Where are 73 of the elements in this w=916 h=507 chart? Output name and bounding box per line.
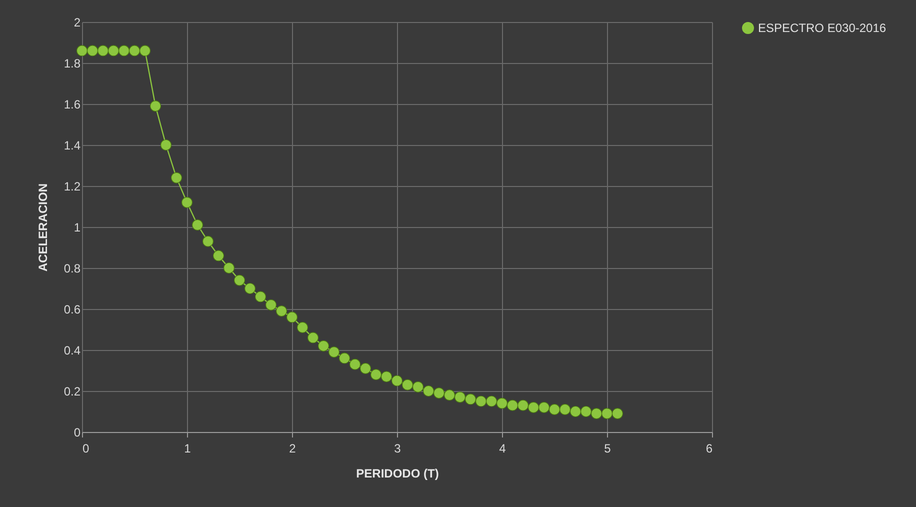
point [181, 196, 193, 208]
x-tick-label: 0 [82, 442, 90, 456]
point [276, 306, 288, 317]
point [307, 332, 319, 344]
point [139, 45, 151, 56]
point [192, 219, 204, 230]
y-tick-label: 0 [74, 426, 81, 440]
point [548, 404, 560, 415]
point [496, 398, 508, 409]
point [391, 375, 403, 386]
point [433, 388, 445, 399]
x-tick-label: 1 [184, 442, 192, 456]
point [86, 45, 98, 56]
x-tick-label: 3 [394, 442, 402, 456]
point [202, 236, 214, 247]
point [234, 274, 246, 286]
point [370, 369, 382, 380]
point [254, 291, 266, 302]
point [212, 250, 224, 262]
point [580, 406, 592, 418]
point [360, 362, 372, 374]
point [244, 282, 256, 294]
y-tick-label: 1.4 [64, 138, 81, 152]
point [170, 172, 182, 184]
legend-label: ESPECTRO E030-2016 [758, 21, 886, 35]
y-tick-label: 0.6 [64, 302, 81, 316]
point [150, 100, 162, 112]
y-tick-label: 1.8 [64, 56, 81, 70]
x-tick-label: 2 [289, 442, 296, 456]
point [506, 400, 518, 411]
point [486, 396, 498, 407]
point [612, 408, 624, 420]
point [349, 358, 361, 370]
point [380, 371, 392, 382]
x-tick-label: 5 [604, 442, 612, 456]
point [160, 139, 172, 151]
point [296, 322, 308, 333]
point [286, 312, 298, 323]
point [570, 406, 582, 418]
point [118, 45, 130, 56]
y-tick-label: 1 [74, 220, 81, 234]
point [528, 402, 540, 413]
y-tick-label: 0.4 [64, 344, 81, 358]
point [76, 45, 88, 56]
point [464, 394, 476, 405]
x-axis-title: PERIDODO (T) [356, 466, 439, 480]
y-axis-title: ACELERACION [36, 183, 50, 272]
point [128, 45, 140, 56]
y-tick-label: 2 [74, 16, 81, 30]
point [454, 392, 466, 403]
point [338, 352, 350, 364]
point [108, 45, 120, 56]
point [265, 299, 277, 310]
point [444, 390, 456, 401]
point [601, 408, 613, 420]
y-tick-label: 1.6 [64, 98, 81, 112]
point [318, 340, 330, 352]
point [590, 408, 602, 420]
point [223, 262, 235, 274]
point [475, 396, 487, 407]
point [559, 404, 571, 415]
point [328, 346, 340, 358]
point [538, 402, 550, 413]
point [517, 400, 529, 411]
y-tick-label: 0.2 [64, 384, 81, 398]
x-tick-label: 4 [499, 442, 506, 456]
y-tick-label: 1.2 [64, 180, 81, 194]
point [97, 45, 109, 56]
y-tick-label: 0.8 [64, 262, 81, 276]
x-tick-label: 6 [706, 442, 713, 456]
point [402, 379, 414, 390]
point [412, 381, 424, 392]
point [422, 385, 434, 397]
